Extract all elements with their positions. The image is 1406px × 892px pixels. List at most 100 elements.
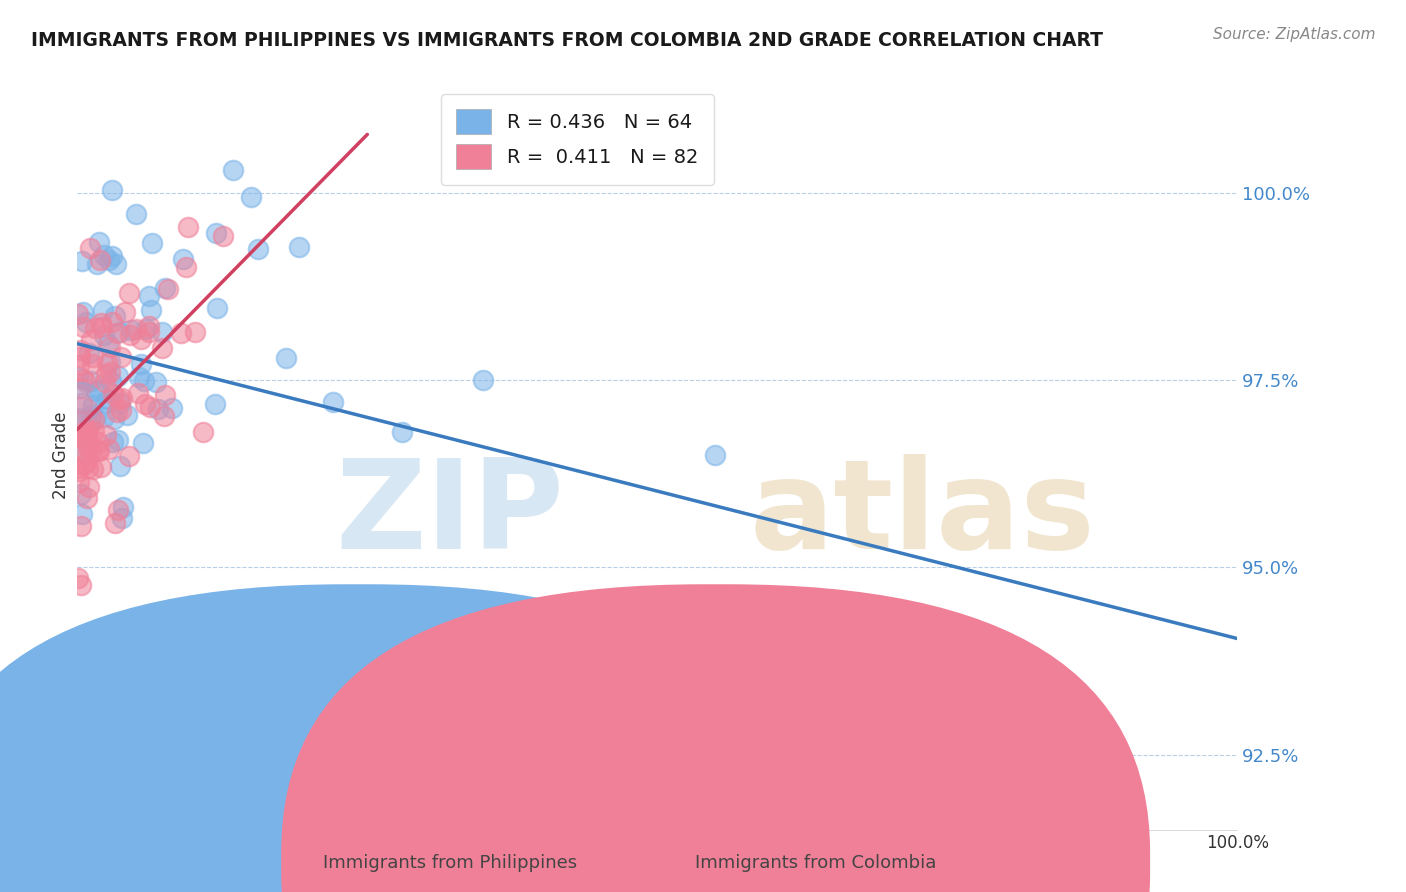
Point [321, 395, 344, 409]
Point [76, 453, 98, 467]
Point [69, 381, 91, 395]
Point [240, 190, 263, 204]
Point [70, 519, 93, 533]
Point [138, 318, 160, 333]
Point [112, 500, 135, 514]
Point [132, 374, 155, 388]
FancyBboxPatch shape [281, 584, 1150, 892]
Point [110, 350, 132, 364]
Point [139, 302, 162, 317]
Point [110, 396, 132, 410]
Point [75, 315, 97, 329]
Point [153, 387, 176, 401]
Point [66, 461, 89, 475]
Point [80, 374, 103, 388]
Point [101, 249, 124, 263]
Point [177, 220, 200, 235]
Point [75, 431, 97, 445]
Point [72, 319, 94, 334]
Point [150, 325, 173, 339]
Point [72, 304, 94, 318]
Point [87, 443, 110, 458]
Point [131, 357, 153, 371]
Point [141, 235, 163, 250]
Point [98, 355, 121, 369]
Text: atlas: atlas [751, 454, 1095, 575]
Point [73, 458, 96, 472]
Point [90, 460, 112, 475]
Point [89, 383, 111, 397]
Point [104, 309, 127, 323]
Point [84, 321, 107, 335]
Point [221, 163, 243, 178]
Point [97, 392, 120, 406]
Point [72, 414, 94, 428]
Point [70, 507, 93, 521]
Point [94, 396, 117, 410]
Point [67, 475, 90, 489]
Point [69, 343, 91, 358]
Point [135, 322, 157, 336]
Point [125, 207, 148, 221]
Point [69, 351, 91, 365]
Point [96, 356, 118, 370]
Point [287, 239, 309, 253]
Point [94, 368, 117, 382]
Point [100, 375, 122, 389]
Point [79, 408, 101, 422]
Point [87, 235, 110, 250]
Point [103, 412, 125, 426]
Point [115, 408, 138, 422]
Point [160, 401, 183, 415]
Point [172, 252, 194, 266]
Point [75, 375, 97, 389]
Text: Source: ZipAtlas.com: Source: ZipAtlas.com [1212, 27, 1375, 42]
Point [101, 434, 124, 449]
Point [77, 345, 100, 359]
FancyBboxPatch shape [0, 584, 792, 892]
Point [124, 322, 146, 336]
Point [138, 289, 160, 303]
Point [86, 257, 108, 271]
Point [93, 248, 115, 262]
Point [110, 325, 132, 339]
Point [91, 303, 114, 318]
Point [72, 372, 94, 386]
Point [82, 461, 104, 475]
Point [101, 315, 124, 329]
Point [391, 425, 413, 440]
Point [80, 333, 103, 347]
Point [191, 425, 214, 440]
Point [69, 395, 91, 409]
Point [118, 285, 141, 300]
Point [69, 410, 91, 425]
Point [153, 281, 176, 295]
Point [83, 412, 105, 426]
Point [67, 358, 90, 372]
Text: Immigrants from Colombia: Immigrants from Colombia [695, 855, 936, 872]
Point [93, 410, 115, 425]
Point [84, 384, 107, 398]
Point [111, 391, 134, 405]
Point [156, 282, 179, 296]
Point [82, 358, 104, 372]
Point [321, 747, 344, 762]
Point [94, 376, 117, 390]
Point [96, 428, 118, 442]
Point [150, 341, 173, 355]
Point [588, 747, 610, 762]
Point [114, 305, 136, 319]
Point [105, 326, 128, 341]
Point [127, 385, 149, 400]
Point [174, 260, 197, 275]
Point [246, 242, 269, 256]
Point [101, 387, 124, 401]
Point [107, 392, 129, 406]
Point [67, 410, 90, 425]
Point [212, 229, 235, 244]
Point [98, 365, 121, 379]
Point [205, 226, 228, 240]
Point [128, 370, 150, 384]
Point [77, 480, 100, 494]
Point [93, 328, 115, 343]
